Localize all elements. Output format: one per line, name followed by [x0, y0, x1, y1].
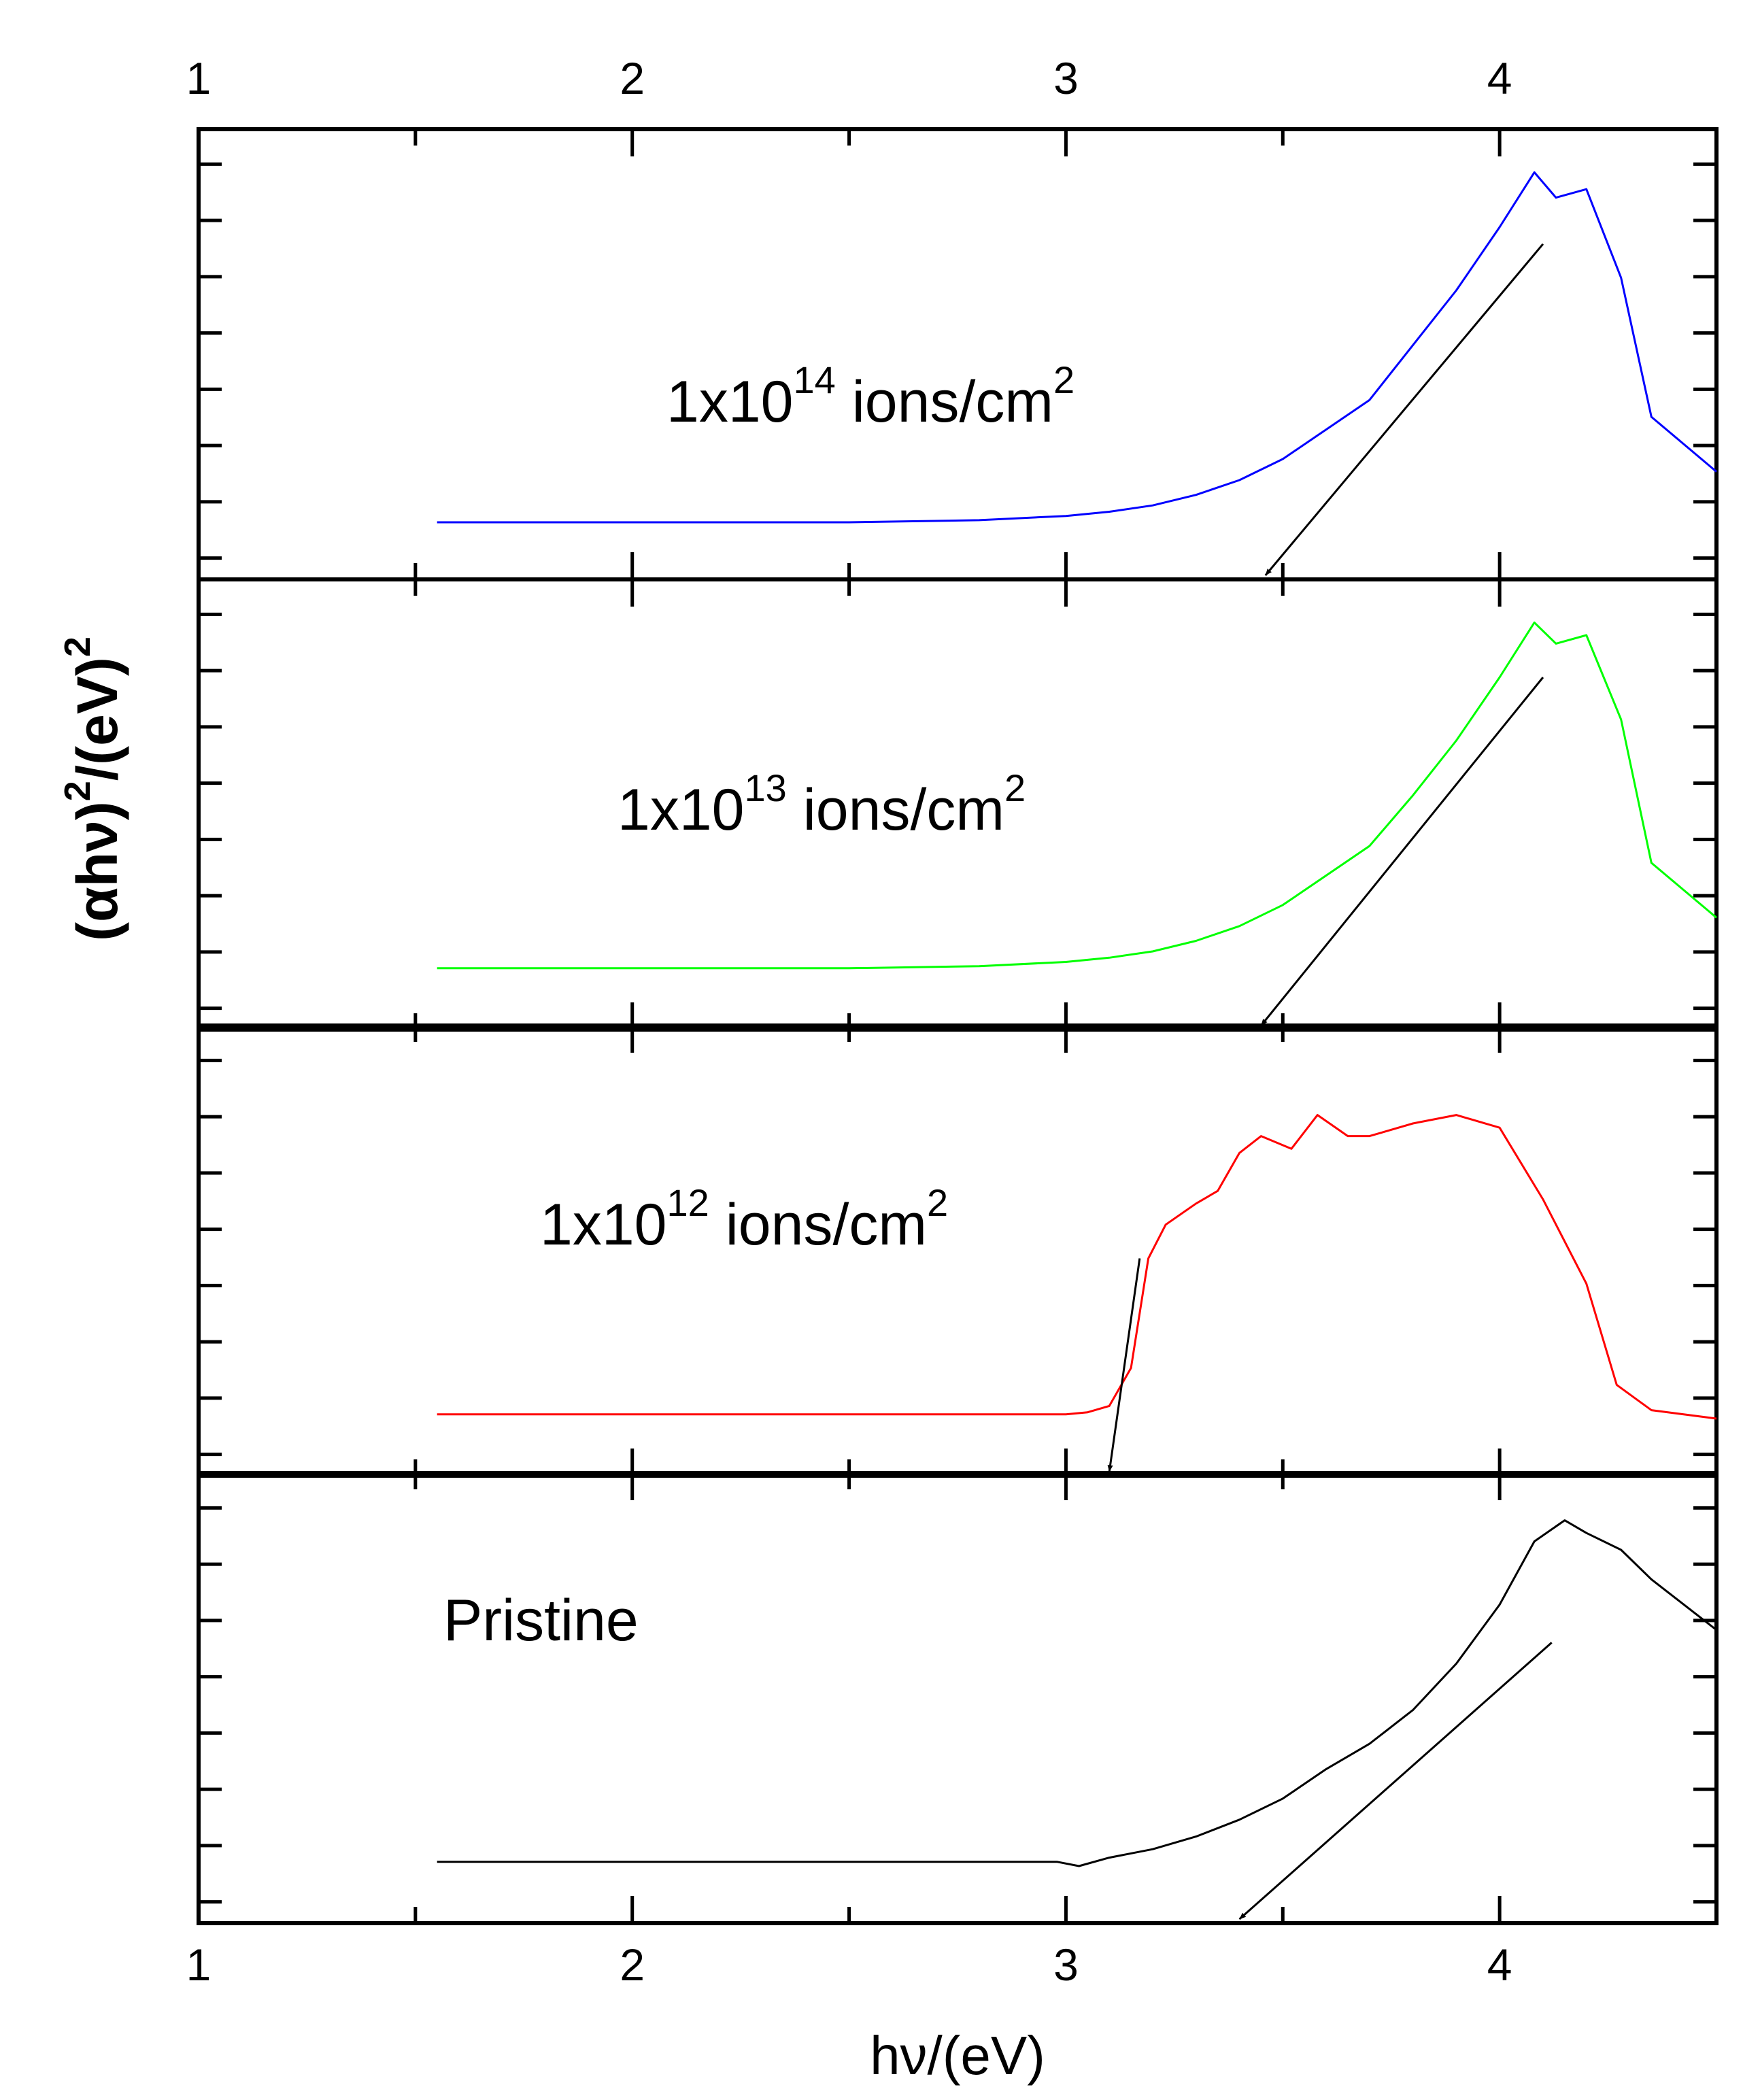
series-line-2: [437, 621, 1717, 970]
series-line-3: [437, 1114, 1717, 1420]
panel-frame-3: [197, 1023, 1719, 1478]
x-tick-label-bottom: 1: [186, 1940, 211, 1990]
series-line-4: [437, 1519, 1717, 1867]
x-tick-label-top: 4: [1487, 53, 1512, 103]
panel-frame-1: [197, 127, 1719, 581]
tangent-arrow-1: [1264, 243, 1544, 576]
y-axis-label: (αhν)2/(eV)2: [57, 637, 129, 941]
x-tick-label-bottom: 4: [1487, 1940, 1512, 1990]
x-tick-label-top: 1: [186, 53, 211, 103]
chart-root: 1x1014 ions/cm2 1x1013 ions/cm2 1x1012 ion…: [57, 53, 1719, 2086]
x-tick-label-bottom: 2: [620, 1940, 645, 1990]
panel-label-3: 1x1012 ions/cm2: [540, 1181, 948, 1257]
panel-label-2: 1x1013 ions/cm2: [617, 766, 1026, 843]
panel-frame-2: [197, 577, 1719, 1032]
x-tick-label-top: 3: [1053, 53, 1079, 103]
series-line-1: [437, 171, 1717, 524]
x-tick-label-top: 2: [620, 53, 645, 103]
panel-frame-4: [197, 1471, 1719, 1925]
tangent-arrow-3: [1107, 1258, 1141, 1472]
x-axis-label: hν/(eV): [870, 2025, 1045, 2086]
tangent-arrow-2: [1260, 677, 1544, 1026]
tangent-arrow-4: [1238, 1642, 1553, 1920]
panel-label-1: 1x1014 ions/cm2: [666, 358, 1074, 435]
panel-label-4: Pristine: [443, 1588, 639, 1653]
x-tick-label-bottom: 3: [1053, 1940, 1079, 1990]
